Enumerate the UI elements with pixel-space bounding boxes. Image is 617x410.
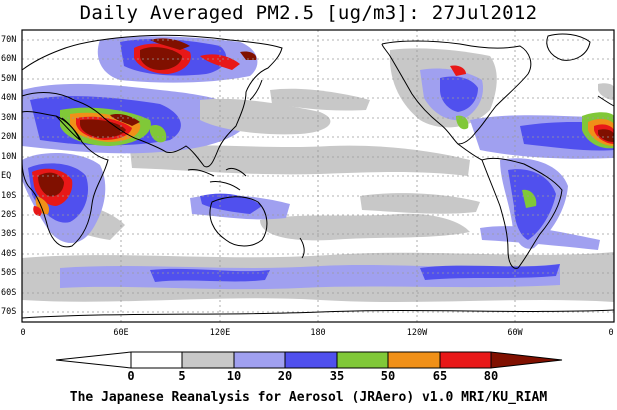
lat-label: 30S (1, 229, 17, 239)
colorbar-tick-label: 20 (277, 369, 293, 383)
lat-label: 40N (1, 93, 17, 103)
colorbar-segment (130, 351, 183, 369)
lat-label: 70S (1, 307, 17, 317)
lat-label: 20N (1, 132, 17, 142)
lat-label: 20S (1, 210, 17, 220)
lon-label: 60W (507, 328, 523, 338)
lon-label: 120W (406, 328, 428, 338)
colorbar-segment (387, 351, 441, 369)
lon-label: 0 (608, 328, 614, 338)
eurasia-coast (21, 34, 283, 168)
colorbar-tick-label: 35 (329, 369, 345, 383)
lon-label: 0 (20, 328, 26, 338)
colorbar-segment (233, 351, 286, 369)
map-gridlines (22, 30, 614, 322)
colorbar-tick-label: 50 (380, 369, 396, 383)
colorbar-arrow-high (490, 351, 563, 369)
lat-label: 70N (1, 35, 17, 45)
north-america-coast (381, 40, 532, 145)
japan-coast (249, 79, 263, 101)
lat-label: 60N (1, 54, 17, 64)
map-title: Daily Averaged PM2.5 [ug/m3]: 27Jul2012 (79, 2, 538, 24)
nz-coast (299, 237, 305, 259)
australia-coast (209, 196, 268, 247)
lon-label: 180 (310, 328, 326, 338)
lon-label: 120E (209, 328, 231, 338)
colorbar-tick-label: 80 (483, 369, 499, 383)
africa-coast (21, 111, 109, 248)
lat-label: 30N (1, 113, 17, 123)
colorbar-tick-label: 0 (127, 369, 135, 383)
colorbar-arrow-low (55, 351, 132, 369)
lat-label: 50N (1, 74, 17, 84)
colorbar-segment (181, 351, 235, 369)
colorbar-segment (439, 351, 492, 369)
arabia-coast (55, 115, 81, 141)
lat-label: 60S (1, 288, 17, 298)
colorbar-tick-label: 65 (432, 369, 448, 383)
indonesia-coast (187, 167, 247, 191)
colorbar-segment (284, 351, 338, 369)
footer-credit: The Japanese Reanalysis for Aerosol (JRA… (69, 390, 548, 405)
lat-label: 50S (1, 268, 17, 278)
colorbar-segment (336, 351, 389, 369)
lat-label: EQ (1, 171, 12, 181)
south-america-coast (481, 157, 563, 269)
colorbar-tick-label: 5 (178, 369, 186, 383)
lat-label: 10S (1, 191, 17, 201)
antarctica-coast (21, 309, 615, 319)
lat-label: 10N (1, 152, 17, 162)
colorbar-tick-label: 10 (226, 369, 242, 383)
lon-label: 60E (113, 328, 129, 338)
lat-label: 40S (1, 249, 17, 259)
europe-coast-east (597, 95, 615, 107)
greenland-coast (546, 33, 591, 61)
colorbar (55, 351, 563, 369)
central-america-coast (457, 143, 483, 161)
coastlines (21, 33, 615, 319)
map-frame (21, 29, 615, 323)
